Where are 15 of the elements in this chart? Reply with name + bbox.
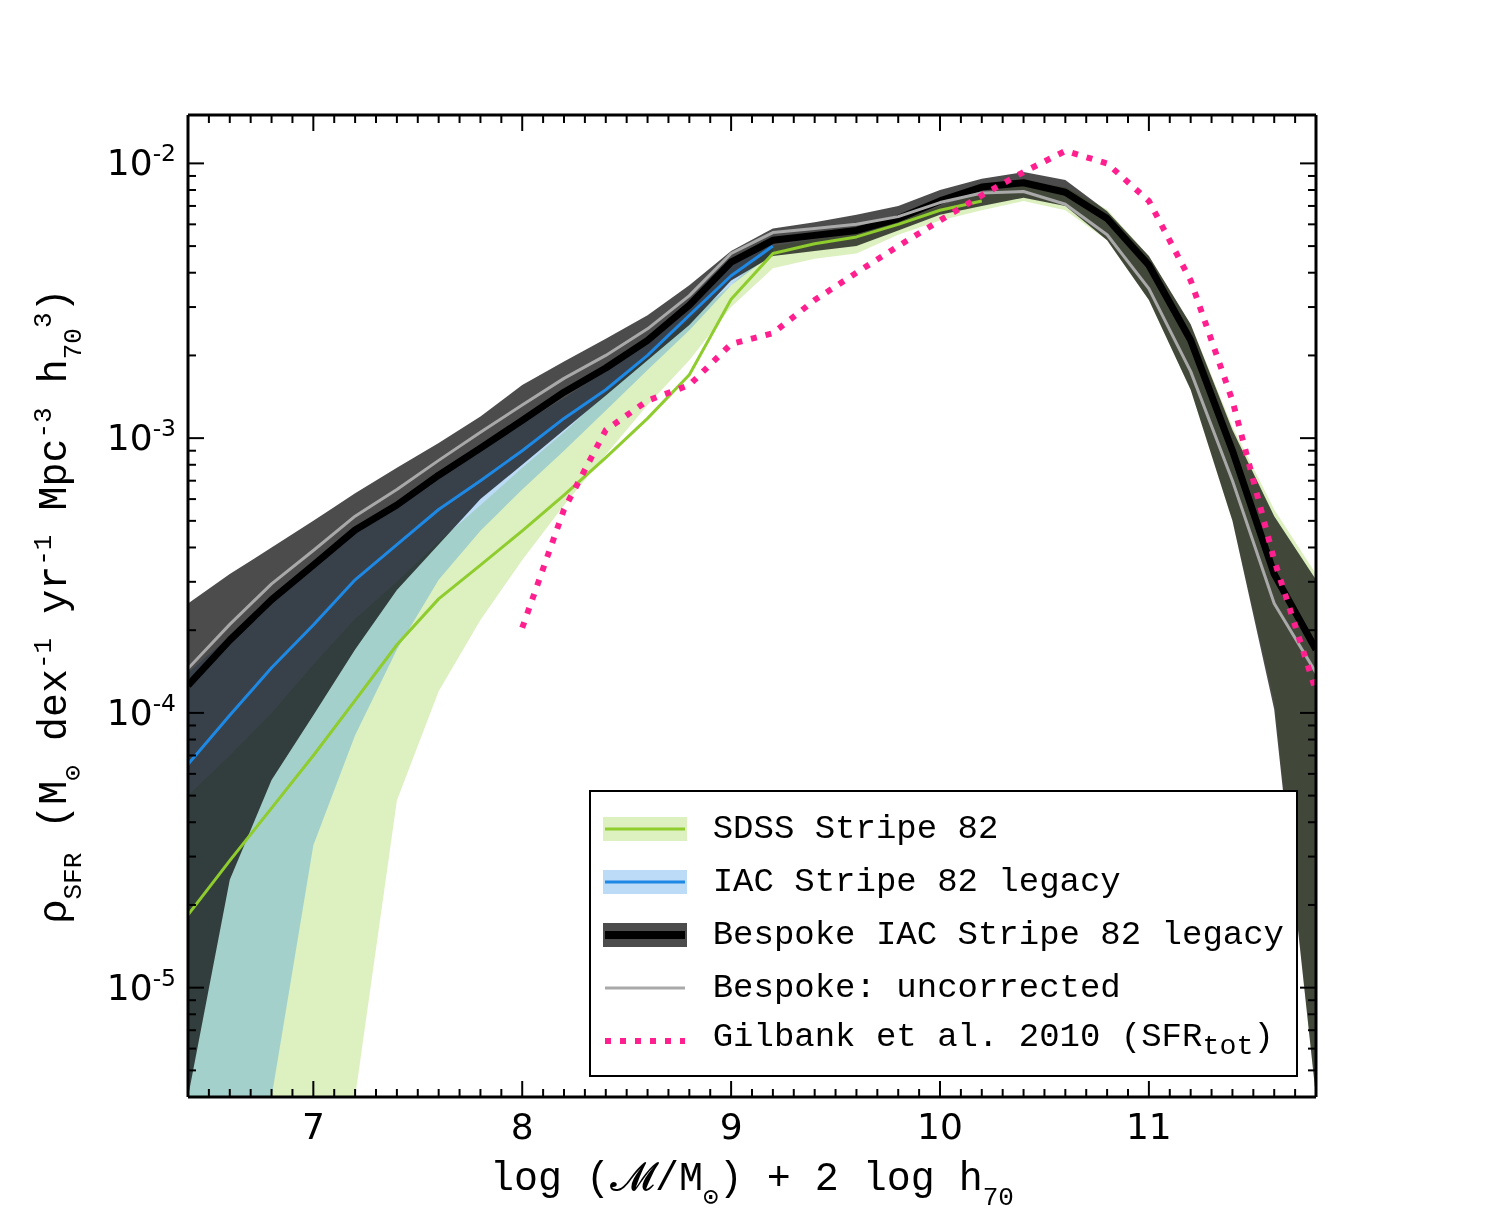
y-tick-label: 10$^{-5}$ bbox=[106, 963, 176, 1008]
legend-label: IAC Stripe 82 legacy bbox=[712, 862, 1121, 901]
y-tick-label: 10$^{-2}$ bbox=[106, 139, 176, 184]
y-tick-label: 10$^{-3}$ bbox=[106, 414, 176, 459]
legend-label: Bespoke IAC Stripe 82 legacy bbox=[712, 915, 1284, 954]
legend-label: Gilbank et al. 2010 (SFR$_{tot}$) bbox=[712, 1018, 1274, 1063]
legend-label: SDSS Stripe 82 bbox=[712, 809, 999, 848]
x-tick-label: 9 bbox=[719, 1106, 743, 1147]
legend-label: Bespoke: uncorrected bbox=[712, 968, 1121, 1007]
y-tick-label: 10$^{-4}$ bbox=[106, 688, 176, 733]
x-tick-label: 10 bbox=[917, 1106, 963, 1147]
x-tick-label: 7 bbox=[301, 1106, 325, 1147]
x-tick-label: 8 bbox=[510, 1106, 534, 1147]
x-axis-title: log (𝓜/M$_{⊙}$) + 2 log h$_{70}$ bbox=[490, 1157, 1014, 1212]
x-tick-label: 11 bbox=[1125, 1106, 1172, 1147]
